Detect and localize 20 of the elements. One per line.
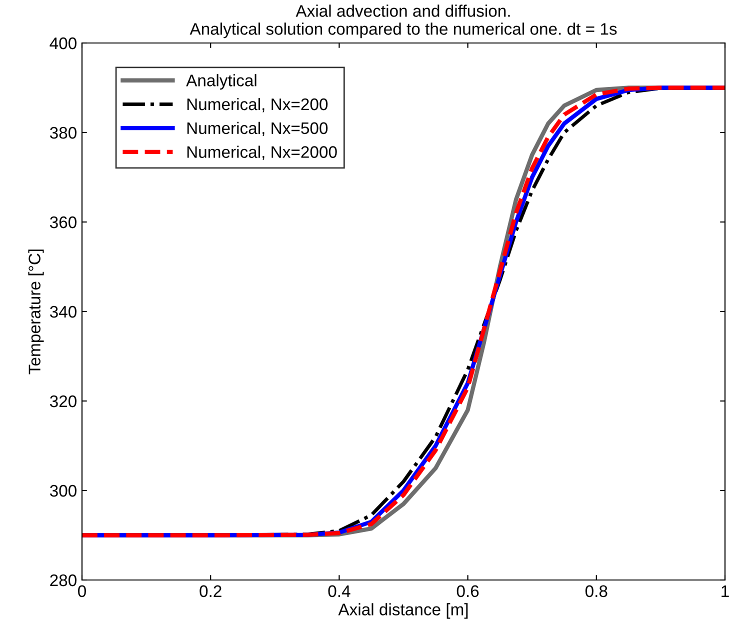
x-tick-label: 0 — [78, 585, 86, 598]
y-tick-label: 320 — [50, 395, 76, 408]
y-tick-label: 400 — [50, 37, 76, 50]
legend-label: Numerical, Nx=2000 — [187, 146, 337, 160]
x-tick-label: 0.4 — [328, 585, 350, 598]
x-tick-label: 1 — [722, 585, 729, 597]
y-tick-label: 280 — [50, 574, 76, 586]
x-tick-label: 0.2 — [200, 585, 222, 598]
y-tick-label: 360 — [50, 216, 76, 228]
x-axis-title: Axial distance [m] — [338, 603, 468, 619]
y-tick-label: 340 — [50, 306, 76, 318]
chart-title: Axial advection and diffusion. Analytical solution compared to the numerical one. dt = 1s — [190, 4, 617, 38]
x-tick-label: 0.6 — [456, 585, 479, 598]
legend-label: Numerical, Nx=500 — [187, 122, 328, 136]
legend-label: Analytical — [186, 74, 256, 90]
x-tick-label: 0.8 — [585, 585, 608, 598]
y-tick-label: 300 — [50, 484, 76, 497]
legend-label: Numerical, Nx=200 — [187, 98, 328, 112]
y-axis-title: Temperature [°C] — [28, 250, 44, 374]
y-tick-label: 380 — [50, 126, 76, 139]
